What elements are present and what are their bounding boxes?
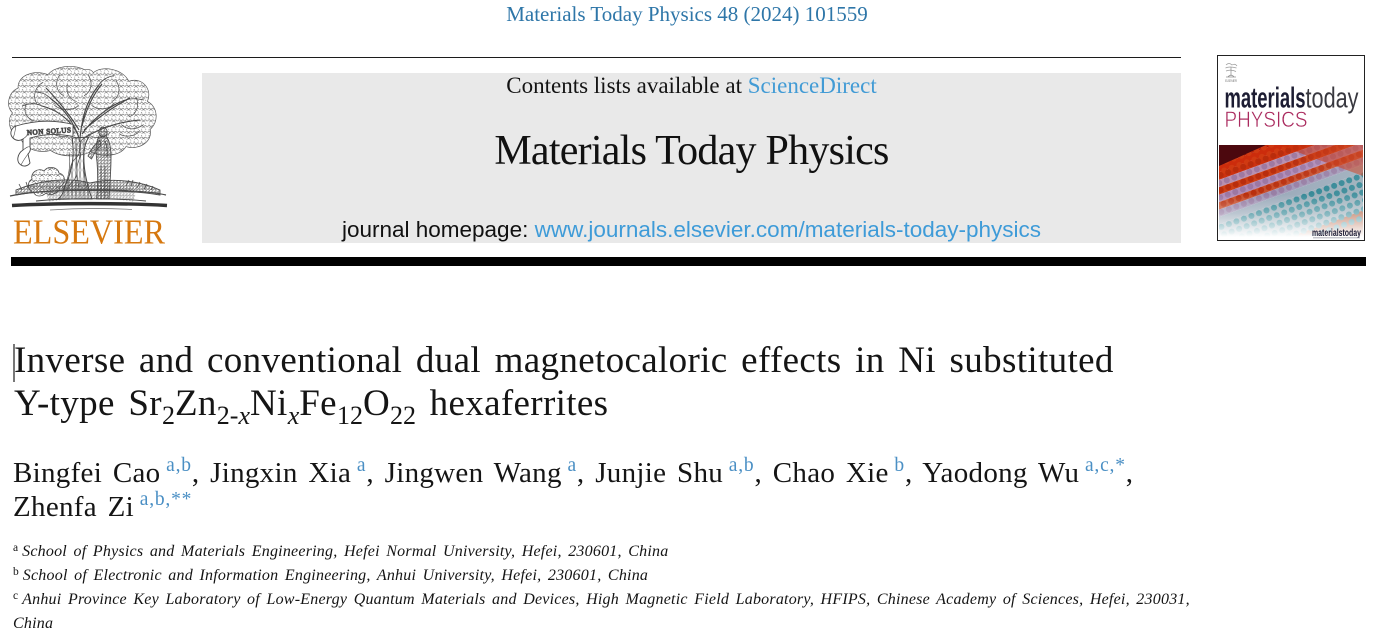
svg-text:materials: materials (1225, 83, 1306, 115)
svg-text:ELSEVIER: ELSEVIER (13, 213, 165, 246)
svg-text:ELSEVIER: ELSEVIER (1225, 79, 1238, 83)
svg-text:PHYSICS: PHYSICS (1225, 107, 1308, 132)
svg-text:PHYSICS: PHYSICS (1225, 107, 1308, 132)
svg-text:materialstoday: materialstoday (1312, 227, 1361, 239)
svg-text:today: today (1306, 83, 1359, 115)
svg-text:NON SOLUS: NON SOLUS (27, 126, 72, 137)
